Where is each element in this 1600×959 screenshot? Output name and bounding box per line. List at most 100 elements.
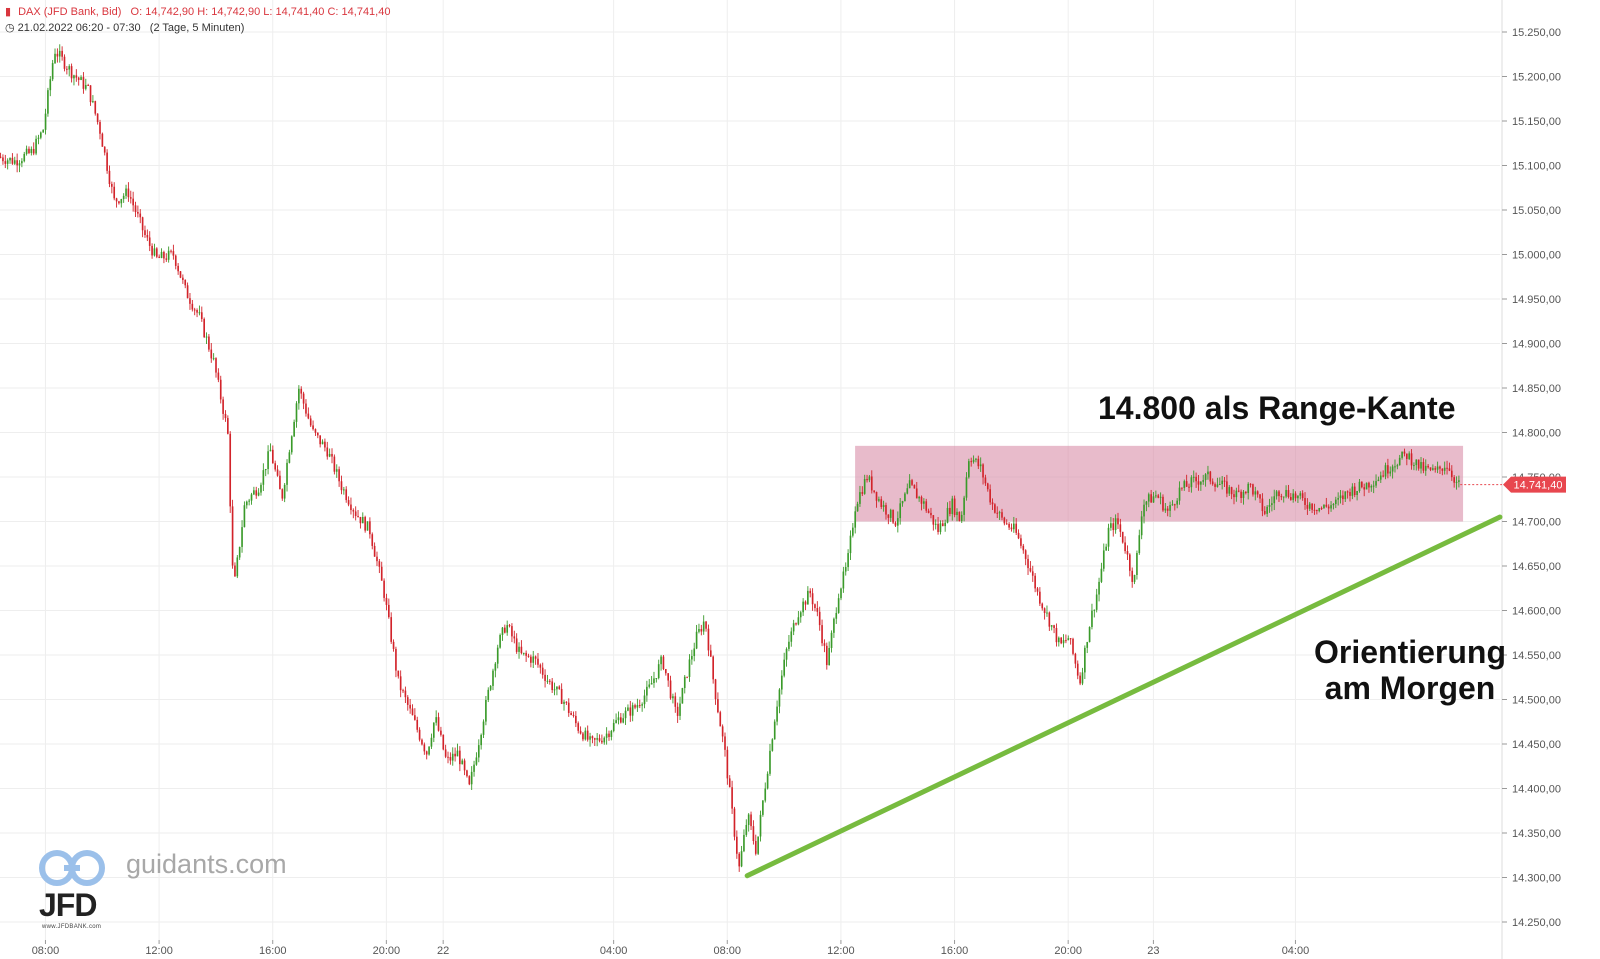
candle-body xyxy=(1069,638,1072,640)
candle-body xyxy=(1226,481,1228,494)
candle-body xyxy=(563,701,565,704)
candle-body xyxy=(371,534,374,546)
candle-body xyxy=(170,250,172,252)
candle-body xyxy=(724,736,726,750)
candle-body xyxy=(882,505,885,507)
candle-body xyxy=(596,738,598,740)
candle-body xyxy=(222,399,224,414)
candle-body xyxy=(780,675,783,690)
candle-body xyxy=(13,160,16,164)
candle-body xyxy=(691,656,693,660)
candle-body xyxy=(816,608,819,612)
candle-body xyxy=(345,489,348,501)
candle-body xyxy=(1157,495,1160,498)
candle-body xyxy=(1218,484,1221,486)
candle-body xyxy=(1448,468,1451,471)
candle-body xyxy=(1344,491,1347,500)
candle-body xyxy=(956,511,958,516)
candle-body xyxy=(1050,625,1053,627)
candle-body xyxy=(1152,496,1155,503)
candle-body xyxy=(923,501,925,504)
candle-body xyxy=(1304,498,1306,505)
candle-body xyxy=(6,160,9,164)
candle-body xyxy=(1020,538,1022,546)
candle-body xyxy=(698,629,700,632)
candle-body xyxy=(551,681,554,691)
candle-body xyxy=(1216,484,1219,487)
candle-body xyxy=(1102,550,1105,569)
candle-body xyxy=(267,451,269,469)
candle-body xyxy=(736,836,738,854)
candle-body xyxy=(411,708,414,716)
candle-body xyxy=(579,730,582,734)
candle-body xyxy=(1387,465,1389,474)
candle-body xyxy=(653,678,655,684)
candle-body xyxy=(669,680,672,699)
candle-body xyxy=(835,612,838,619)
candle-body xyxy=(1285,489,1287,497)
candle-body xyxy=(667,673,670,681)
candle-body xyxy=(241,527,243,547)
candle-body xyxy=(1117,518,1119,525)
candle-body xyxy=(1275,491,1278,497)
candle-body xyxy=(1306,504,1309,509)
candle-body xyxy=(660,656,662,665)
candle-body xyxy=(1301,493,1304,499)
candle-body xyxy=(646,686,648,696)
candle-body xyxy=(593,738,596,740)
candle-body xyxy=(740,851,743,867)
candle-body xyxy=(1453,477,1455,483)
candle-body xyxy=(66,68,68,70)
candle-body xyxy=(354,511,357,516)
candle-body xyxy=(1195,476,1197,482)
candle-body xyxy=(499,635,501,648)
candle-body xyxy=(1126,551,1129,555)
candle-body xyxy=(892,509,894,523)
candle-body xyxy=(804,601,807,605)
candle-body xyxy=(1041,603,1044,609)
candle-body xyxy=(989,489,991,503)
candle-body xyxy=(565,701,568,703)
candle-body xyxy=(165,258,168,260)
candle-body xyxy=(757,836,759,854)
candle-body xyxy=(174,255,177,266)
candle-body xyxy=(437,717,440,731)
candle-body xyxy=(1155,495,1157,497)
candle-body xyxy=(118,201,120,204)
candle-body xyxy=(766,773,769,789)
clock-icon: ◷ xyxy=(5,22,15,34)
candle-body xyxy=(473,764,475,772)
candle-body xyxy=(558,686,561,689)
candle-body xyxy=(1240,491,1242,498)
candle-body xyxy=(298,388,300,404)
candle-body xyxy=(702,621,705,632)
candle-body xyxy=(681,688,684,704)
candle-body xyxy=(627,707,629,711)
candle-body xyxy=(418,729,421,740)
candle-body xyxy=(982,464,984,478)
candle-body xyxy=(960,514,963,522)
candle-body xyxy=(927,510,930,513)
last-price-tag xyxy=(1503,476,1566,493)
candle-body xyxy=(184,279,187,286)
candle-body xyxy=(705,621,707,629)
candle-body xyxy=(454,753,456,757)
candle-body xyxy=(1062,640,1065,644)
candle-body xyxy=(807,590,809,605)
candle-body xyxy=(1169,505,1171,511)
candle-body xyxy=(1398,457,1401,466)
candle-body xyxy=(1072,638,1074,654)
candle-body xyxy=(1031,571,1034,576)
candle-body xyxy=(837,598,840,613)
candle-body xyxy=(1351,486,1354,496)
candle-body xyxy=(809,590,812,594)
candle-body xyxy=(395,648,397,671)
candle-body xyxy=(1334,499,1337,504)
x-tick-label: 20:00 xyxy=(373,945,401,957)
candle-body xyxy=(1323,504,1325,509)
candle-body xyxy=(1010,527,1013,530)
candle-body xyxy=(863,479,866,494)
candle-body xyxy=(880,499,883,507)
candle-body xyxy=(141,217,144,231)
y-tick-label: 15.150,00 xyxy=(1512,116,1561,128)
